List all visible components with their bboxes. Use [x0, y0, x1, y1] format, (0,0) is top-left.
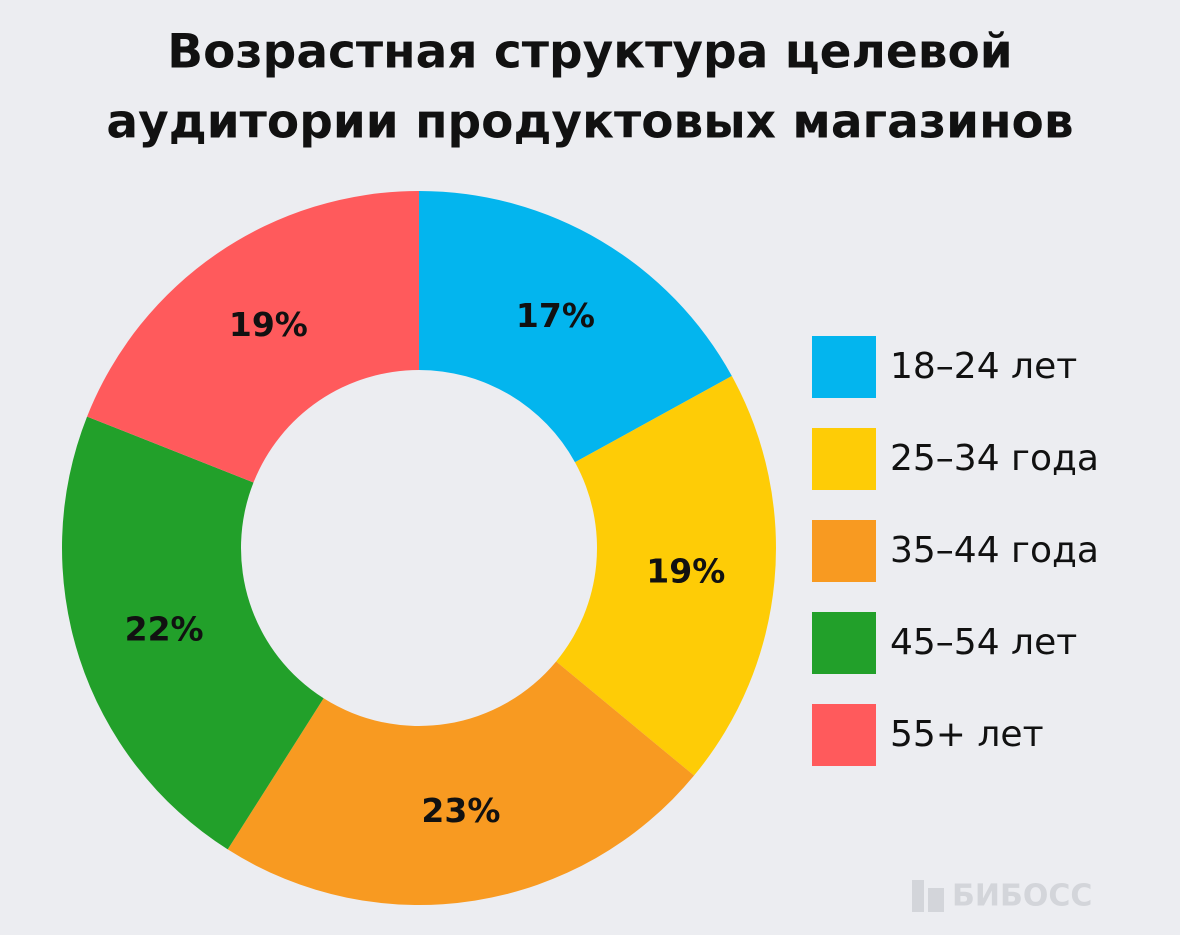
- chart-title: аудитории продуктовых магазинов: [106, 95, 1073, 150]
- value-label: 17%: [516, 296, 595, 335]
- donut-slice: [556, 376, 776, 776]
- value-label: 19%: [646, 552, 725, 591]
- donut-slice: [87, 191, 419, 483]
- legend-label: 25–34 года: [890, 438, 1099, 479]
- value-label: 23%: [421, 791, 500, 830]
- legend-swatch: [812, 704, 876, 766]
- legend-swatch: [812, 336, 876, 398]
- value-label: 19%: [229, 305, 308, 344]
- watermark: БИБОСС: [912, 879, 1092, 914]
- legend-label: 18–24 лет: [890, 346, 1077, 387]
- donut-slice: [419, 191, 732, 463]
- watermark-text: БИБОСС: [952, 879, 1092, 914]
- donut-slice: [62, 416, 324, 850]
- watermark-icon: [928, 888, 944, 912]
- legend-label: 55+ лет: [890, 714, 1044, 755]
- chart-title: Возрастная структура целевой: [167, 25, 1012, 80]
- legend-label: 45–54 лет: [890, 622, 1077, 663]
- donut-slice: [227, 661, 695, 905]
- watermark-icon: [912, 880, 924, 912]
- legend-swatch: [812, 520, 876, 582]
- legend-swatch: [812, 428, 876, 490]
- legend-swatch: [812, 612, 876, 674]
- legend-label: 35–44 года: [890, 530, 1099, 571]
- value-label: 22%: [125, 609, 204, 648]
